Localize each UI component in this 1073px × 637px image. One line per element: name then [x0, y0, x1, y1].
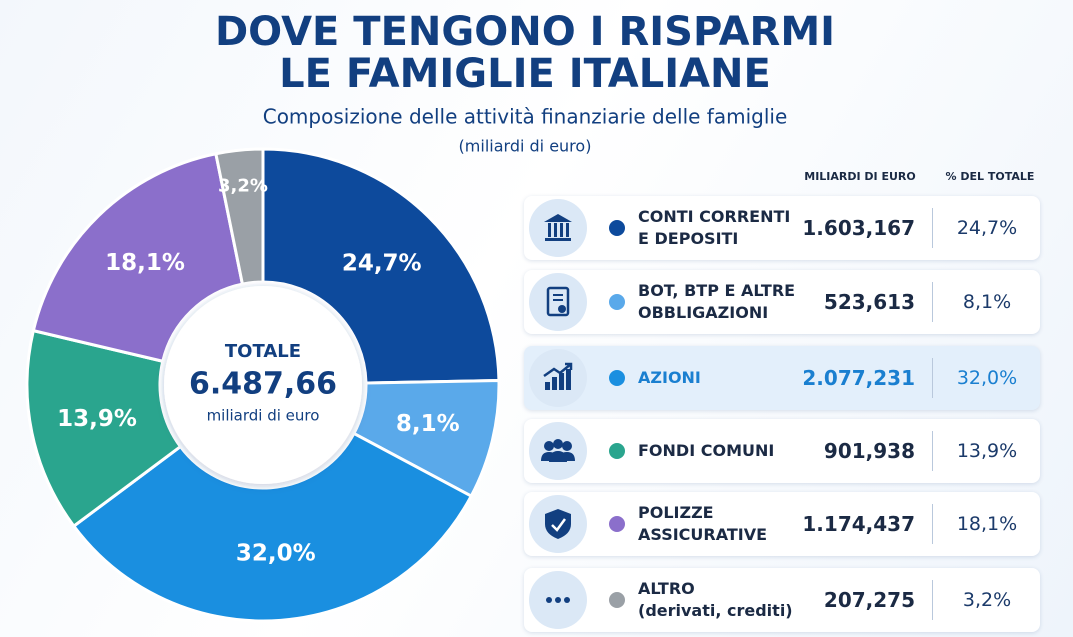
legend-label: CONTI CORRENTI E DEPOSITI	[638, 207, 791, 248]
column-header: MILIARDI DI EURO	[804, 170, 916, 183]
slice-label: 8,1%	[396, 411, 460, 437]
percentage: 32,0%	[956, 367, 1018, 389]
amount: 1.174,437	[802, 512, 915, 536]
amount: 2.077,231	[802, 366, 915, 390]
divider	[932, 282, 933, 322]
center-disc	[164, 286, 362, 484]
slice-label: 3,2%	[218, 176, 268, 197]
table-row: BOT, BTP E ALTRE OBBLIGAZIONI 523,613 8,1%	[524, 270, 1040, 334]
amount: 1.603,167	[802, 216, 915, 240]
amount: 523,613	[823, 290, 915, 314]
subtitle: Composizione delle attività finanziarie …	[263, 105, 788, 129]
legend-label: POLIZZE ASSICURATIVE	[638, 503, 768, 544]
divider	[932, 580, 933, 620]
legend-label: FONDI COMUNI	[638, 441, 775, 460]
legend-label: BOT, BTP E ALTRE OBBLIGAZIONI	[638, 281, 796, 322]
unit-note: (miliardi di euro)	[459, 137, 592, 156]
percentage: 3,2%	[962, 589, 1012, 611]
amount: 207,275	[823, 588, 915, 612]
percentage: 24,7%	[956, 217, 1018, 239]
chart-title: DOVE TENGONO I RISPARMI LE FAMIGLIE ITALI…	[215, 9, 835, 97]
percentage: 13,9%	[956, 440, 1018, 462]
legend-label: AZIONI	[638, 368, 701, 387]
table-row: FONDI COMUNI 901,938 13,9%	[524, 419, 1040, 483]
slice-label: 18,1%	[105, 250, 185, 276]
pie-slice	[261, 147, 501, 385]
percentage: 18,1%	[956, 513, 1018, 535]
table-row: POLIZZE ASSICURATIVE 1.174,437 18,1%	[524, 492, 1040, 556]
slice-label: 24,7%	[342, 251, 422, 277]
pie-slice	[214, 147, 265, 286]
pie-slice	[25, 328, 183, 529]
percentage: 8,1%	[962, 291, 1012, 313]
center-label: TOTALE	[225, 341, 301, 362]
pie-slice	[71, 431, 474, 623]
table-row: ALTRO (derivati, crediti) 207,275 3,2%	[524, 568, 1040, 632]
table-row: AZIONI 2.077,231 32,0%	[524, 346, 1040, 410]
table-row: CONTI CORRENTI E DEPOSITI 1.603,167 24,7%	[524, 196, 1040, 260]
center-unit: miliardi di euro	[207, 407, 320, 425]
pie-slice	[31, 151, 245, 364]
divider	[932, 208, 933, 248]
divider	[932, 358, 933, 398]
slice-label: 13,9%	[57, 406, 137, 432]
legend-label: ALTRO (derivati, crediti)	[638, 579, 793, 620]
slice-label: 32,0%	[236, 541, 316, 567]
center-total: 6.487,66	[189, 367, 337, 402]
divider	[932, 431, 933, 471]
amount: 901,938	[823, 439, 915, 463]
divider	[932, 504, 933, 544]
column-header: % DEL TOTALE	[945, 170, 1035, 183]
